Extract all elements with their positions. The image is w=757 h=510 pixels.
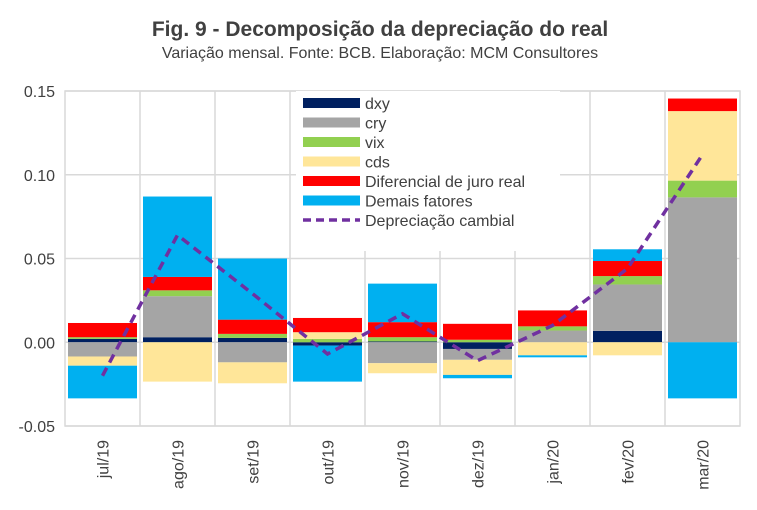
y-tick-label: 0.00 [24,335,55,352]
bar-cds-out-19 [293,332,362,339]
bar-cry-nov-19 [368,342,437,364]
legend-label: Demais fatores [365,194,473,211]
legend-label: dxy [365,96,390,113]
bar-demais-fatores-set-19 [218,258,287,320]
bar-diferencial-de-juro-real-jul-19 [68,322,137,338]
legend-label: Diferencial de juro real [365,174,525,191]
y-tick-label: -0.05 [19,419,56,436]
bar-diferencial-de-juro-real-jan-20 [518,310,587,327]
bars [68,98,737,399]
bar-dxy-jul-19 [68,338,137,343]
y-tick-label: 0.10 [24,168,55,185]
y-tick-label: 0.05 [24,252,55,269]
bar-diferencial-de-juro-real-fev-20 [593,261,662,277]
line-series [100,153,704,377]
bar-diferencial-de-juro-real-ago-19 [143,276,212,291]
bar-vix-nov-19 [368,337,437,342]
bar-cry-ago-19 [143,296,212,338]
bar-diferencial-de-juro-real-set-19 [218,319,287,334]
bar-vix-fev-20 [593,276,662,285]
bar-diferencial-de-juro-real-mar-20 [668,98,737,112]
depreciacao-cambial-line [100,153,704,377]
bar-dxy-out-19 [293,342,362,346]
bar-dxy-fev-20 [593,330,662,343]
bar-diferencial-de-juro-real-nov-19 [368,322,437,338]
x-tick-label: mar/20 [696,440,713,490]
x-tick-label: fev/20 [621,440,638,484]
legend-label: cry [365,116,386,133]
bar-diferencial-de-juro-real-dez-19 [443,323,512,340]
x-tick-label: dez/19 [471,440,488,488]
bar-cds-mar-20 [668,111,737,181]
bar-demais-fatores-jul-19 [68,365,137,399]
bar-cds-fev-20 [593,342,662,356]
bar-cry-dez-19 [443,348,512,360]
x-tick-label: nov/19 [396,440,413,488]
bar-vix-set-19 [218,333,287,338]
bar-dxy-dez-19 [443,342,512,349]
legend-swatch [303,156,360,167]
x-tick-label: jan/20 [546,440,563,485]
bar-demais-fatores-jan-20 [518,355,587,358]
chart-subtitle: Variação mensal. Fonte: BCB. Elaboração:… [161,45,599,62]
x-axis: jul/19 ago/19 set/19 out/19 nov/19 dez/19 jan/… [96,440,713,490]
bar-cry-jan-20 [518,330,587,343]
y-axis: 0.15 0.10 0.05 0.00 -0.05 [19,84,56,436]
bar-demais-fatores-fev-20 [593,249,662,262]
bar-demais-fatores-mar-20 [668,342,737,399]
legend-swatch [303,176,360,186]
bar-vix-mar-20 [668,180,737,198]
bar-dxy-nov-19 [368,341,437,343]
x-tick-label: set/19 [246,440,263,484]
bar-cry-set-19 [218,342,287,363]
bar-vix-ago-19 [143,290,212,297]
bar-cds-dez-19 [443,359,512,375]
legend-swatch [303,195,360,206]
bar-cry-fev-20 [593,284,662,331]
bar-cds-ago-19 [143,342,212,382]
bar-cry-mar-20 [668,197,737,343]
bar-dxy-set-19 [218,337,287,343]
legend-swatch [303,98,360,108]
x-tick-label: ago/19 [171,440,188,489]
chart-title: Fig. 9 - Decomposição da depreciação do … [151,18,609,41]
bar-diferencial-de-juro-real-out-19 [293,317,362,333]
legend-label: vix [365,135,385,152]
legend-label: Depreciação cambial [365,213,514,230]
legend-swatch [303,137,360,147]
bar-demais-fatores-out-19 [293,345,362,382]
x-tick-label: jul/19 [96,440,113,479]
bar-demais-fatores-nov-19 [368,283,437,323]
bar-cds-jul-19 [68,356,137,366]
legend-swatch [303,117,360,128]
legend: dxy cry vix cds Diferencial de juro real Dema… [296,91,560,251]
bar-cds-jan-20 [518,342,587,356]
bar-cds-nov-19 [368,363,437,374]
bar-cds-set-19 [218,362,287,384]
bar-vix-out-19 [293,338,362,343]
bar-vix-jul-19 [68,337,137,339]
y-tick-label: 0.15 [24,84,55,101]
bar-demais-fatores-dez-19 [443,374,512,379]
bar-vix-jan-20 [518,326,587,331]
x-tick-label: out/19 [321,440,338,485]
bar-dxy-ago-19 [143,337,212,343]
legend-label: cds [365,155,390,172]
bar-cry-jul-19 [68,342,137,357]
bar-vix-dez-19 [443,339,512,343]
